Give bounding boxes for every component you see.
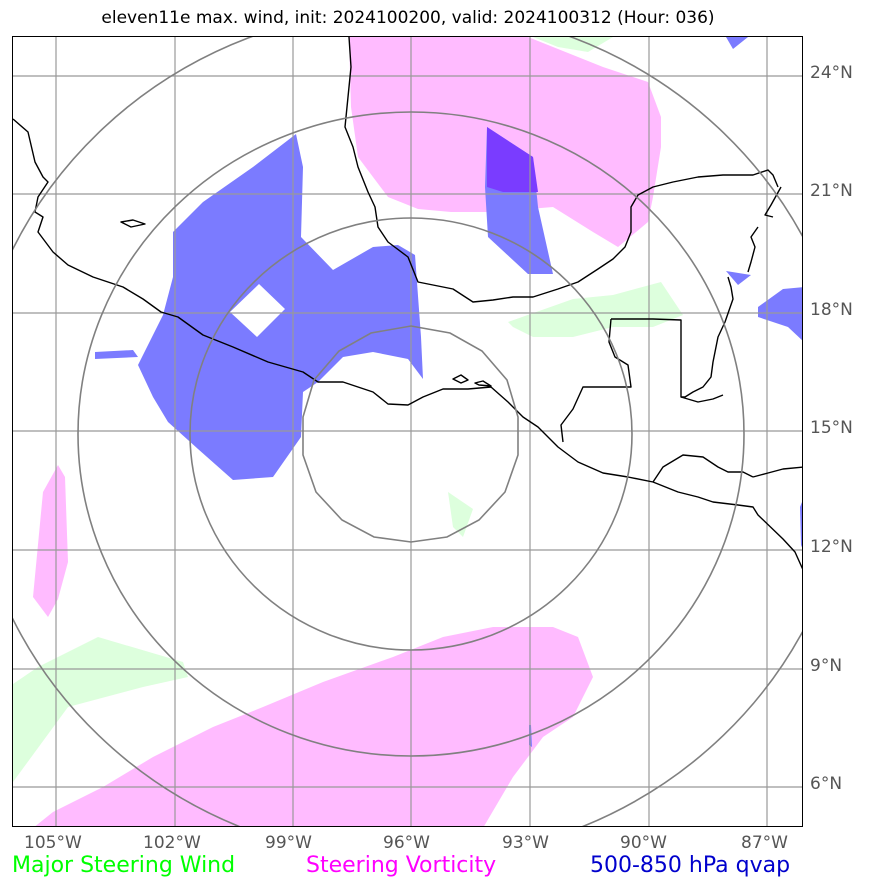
lat-label-6n: 6°N	[810, 774, 843, 794]
lat-label-21n: 21°N	[810, 181, 853, 201]
lon-label-102w: 102°W	[143, 833, 201, 853]
lon-label-96w: 96°W	[383, 833, 430, 853]
map-canvas	[13, 37, 802, 826]
lat-label-15n: 15°N	[810, 418, 853, 438]
legend-qvap: 500-850 hPa qvap	[590, 853, 791, 878]
range-rings	[13, 37, 802, 826]
map-panel	[12, 36, 803, 827]
legend-steering-wind: Major Steering Wind	[12, 853, 236, 878]
legend-steering-vorticity: Steering Vorticity	[306, 853, 497, 878]
lat-label-18n: 18°N	[810, 300, 853, 320]
lon-label-87w: 87°W	[741, 833, 788, 853]
lat-label-12n: 12°N	[810, 537, 853, 557]
lat-label-9n: 9°N	[810, 656, 843, 676]
qvap-field	[95, 37, 802, 747]
lat-lon-grid	[13, 37, 802, 826]
coastlines	[13, 37, 802, 570]
lon-label-105w: 105°W	[24, 833, 82, 853]
steering-vorticity-field	[33, 37, 661, 826]
lat-label-24n: 24°N	[810, 63, 853, 83]
lon-label-99w: 99°W	[265, 833, 312, 853]
map-title: eleven11e max. wind, init: 2024100200, v…	[101, 8, 715, 28]
lon-label-90w: 90°W	[620, 833, 667, 853]
lon-label-93w: 93°W	[502, 833, 549, 853]
